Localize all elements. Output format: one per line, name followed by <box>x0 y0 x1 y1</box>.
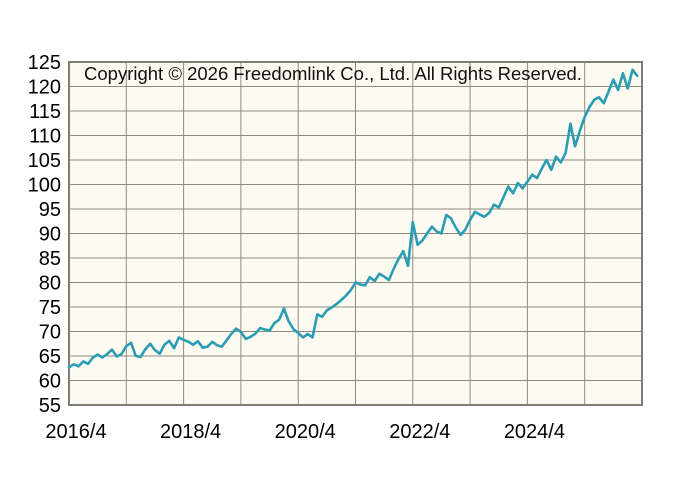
x-tick-label: 2022/4 <box>389 421 450 443</box>
x-tick-label: 2020/4 <box>275 421 336 443</box>
x-tick-label: 2024/4 <box>504 421 565 443</box>
y-tick-label: 110 <box>29 126 61 148</box>
copyright-text: Copyright © 2026 Freedomlink Co., Ltd. A… <box>84 63 582 84</box>
y-tick-label: 70 <box>39 322 61 344</box>
y-tick-label: 85 <box>39 248 61 270</box>
y-tick-label: 105 <box>28 150 61 172</box>
y-tick-label: 90 <box>39 224 61 246</box>
y-tick-label: 60 <box>39 371 61 393</box>
y-tick-label: 115 <box>29 101 61 123</box>
y-tick-label: 55 <box>39 395 61 417</box>
y-tick-label: 125 <box>28 52 61 74</box>
y-tick-label: 95 <box>39 199 61 221</box>
series-line <box>67 68 639 369</box>
y-tick-label: 75 <box>39 297 61 319</box>
y-tick-label: 120 <box>28 77 61 99</box>
y-tick-label: 80 <box>39 273 61 295</box>
plot-border <box>68 61 643 406</box>
x-tick-label: 2016/4 <box>45 421 106 443</box>
y-tick-label: 65 <box>39 346 61 368</box>
y-tick-label: 100 <box>28 175 61 197</box>
x-tick-label: 2018/4 <box>160 421 221 443</box>
